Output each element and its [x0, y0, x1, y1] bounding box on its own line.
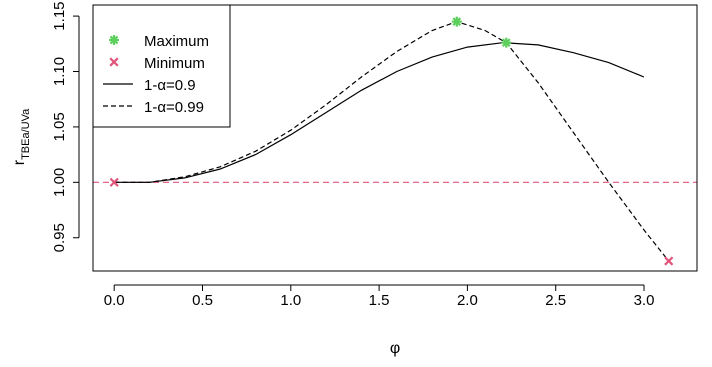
y-axis-title: rTBEa/UVa: [11, 108, 32, 165]
maximum-point: [501, 37, 512, 48]
minimum-point: [109, 177, 119, 187]
maximum-point: [451, 16, 462, 27]
legend-label: Minimum: [144, 55, 205, 72]
legend-marker-minimum-stroke: [109, 57, 119, 67]
y-tick-label: 1.15: [51, 1, 68, 30]
plot-frame: [92, 4, 698, 272]
minimum-point: [664, 256, 674, 266]
legend-label: 1-α=0.99: [144, 99, 204, 116]
maximum-point-stroke: [501, 38, 511, 47]
maximum-point-stroke: [452, 17, 462, 26]
x-tick-label: 0.5: [192, 292, 213, 309]
legend-box: [92, 4, 231, 128]
x-axis-title: φ: [390, 340, 400, 357]
legend-marker-minimum: [109, 57, 119, 67]
legend-label: 1-α=0.9: [144, 77, 196, 94]
x-axis: 0.0 0.5 1.0 1.5 2.0 2.5 3.0: [104, 284, 655, 309]
legend-label: Maximum: [144, 33, 209, 50]
minimum-point-stroke: [109, 177, 119, 187]
y-axis-title-subscript: TBEa/UVa: [20, 108, 32, 160]
series-line-0: [114, 42, 645, 183]
y-axis-title-main: r: [11, 159, 28, 165]
legend-marker-maximum-stroke: [109, 35, 119, 45]
x-tick-label: 1.0: [280, 292, 301, 309]
points-group: [109, 16, 674, 266]
series-line-1: [114, 20, 670, 262]
legend: Maximum Minimum 1-α=0.9 1-α=0.99: [92, 4, 231, 128]
legend-marker-maximum: [109, 35, 119, 45]
y-axis: 0.95 1.00 1.05 1.10 1.15: [51, 1, 80, 252]
x-tick-label: 0.0: [104, 292, 125, 309]
series-group: [114, 20, 670, 262]
x-tick-label: 1.5: [369, 292, 390, 309]
y-tick-label: 0.95: [51, 223, 68, 252]
x-tick-label: 2.5: [545, 292, 566, 309]
minimum-point-stroke: [664, 256, 674, 266]
x-tick-label: 3.0: [634, 292, 655, 309]
y-tick-label: 1.05: [51, 112, 68, 141]
y-tick-label: 1.00: [51, 168, 68, 197]
y-tick-label: 1.10: [51, 57, 68, 86]
x-tick-label: 2.0: [457, 292, 478, 309]
